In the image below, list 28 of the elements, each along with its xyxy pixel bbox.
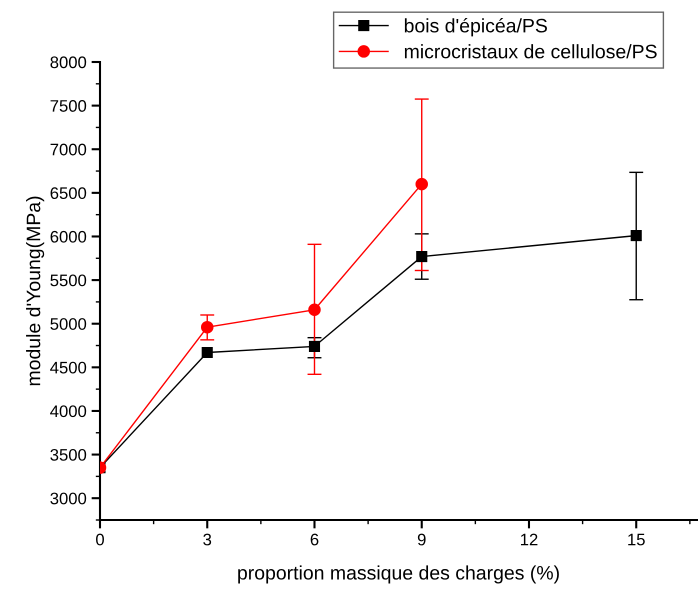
y-tick-label: 5000 [50,318,86,330]
y-tick-label: 5500 [50,274,86,286]
point [416,250,428,262]
x-tick-label: 15 [628,534,645,546]
y-tick-label: 6000 [50,230,86,243]
point [202,346,213,358]
point [308,340,320,352]
y-tick-label: 8000 [50,56,86,68]
y-tick-label: 3000 [50,492,86,504]
y-tick-label: 7000 [50,144,86,156]
x-tick-label: 0 [96,534,104,546]
y-axis-title: module d'Young(MPa) [26,196,44,386]
y-tick-label: 6500 [50,187,86,200]
y-tick-label: 4500 [50,362,86,374]
x-tick-label: 9 [418,534,426,546]
y-tick-label: 7500 [50,100,86,112]
x-tick-label: 6 [310,534,318,546]
point [415,178,428,190]
x-axis-title: proportion massique des charges (%) [238,565,559,584]
point [630,230,642,242]
x-tick-label: 12 [520,534,538,546]
point [200,320,214,334]
legend-label: microcristaux de cellulose/PS [404,44,657,58]
y-tick-label: 4000 [50,405,86,418]
point [308,304,321,316]
x-tick-label: 3 [203,534,212,546]
legend-label: bois d'épicéa/PS [404,18,547,36]
y-tick-label: 3500 [50,448,86,461]
